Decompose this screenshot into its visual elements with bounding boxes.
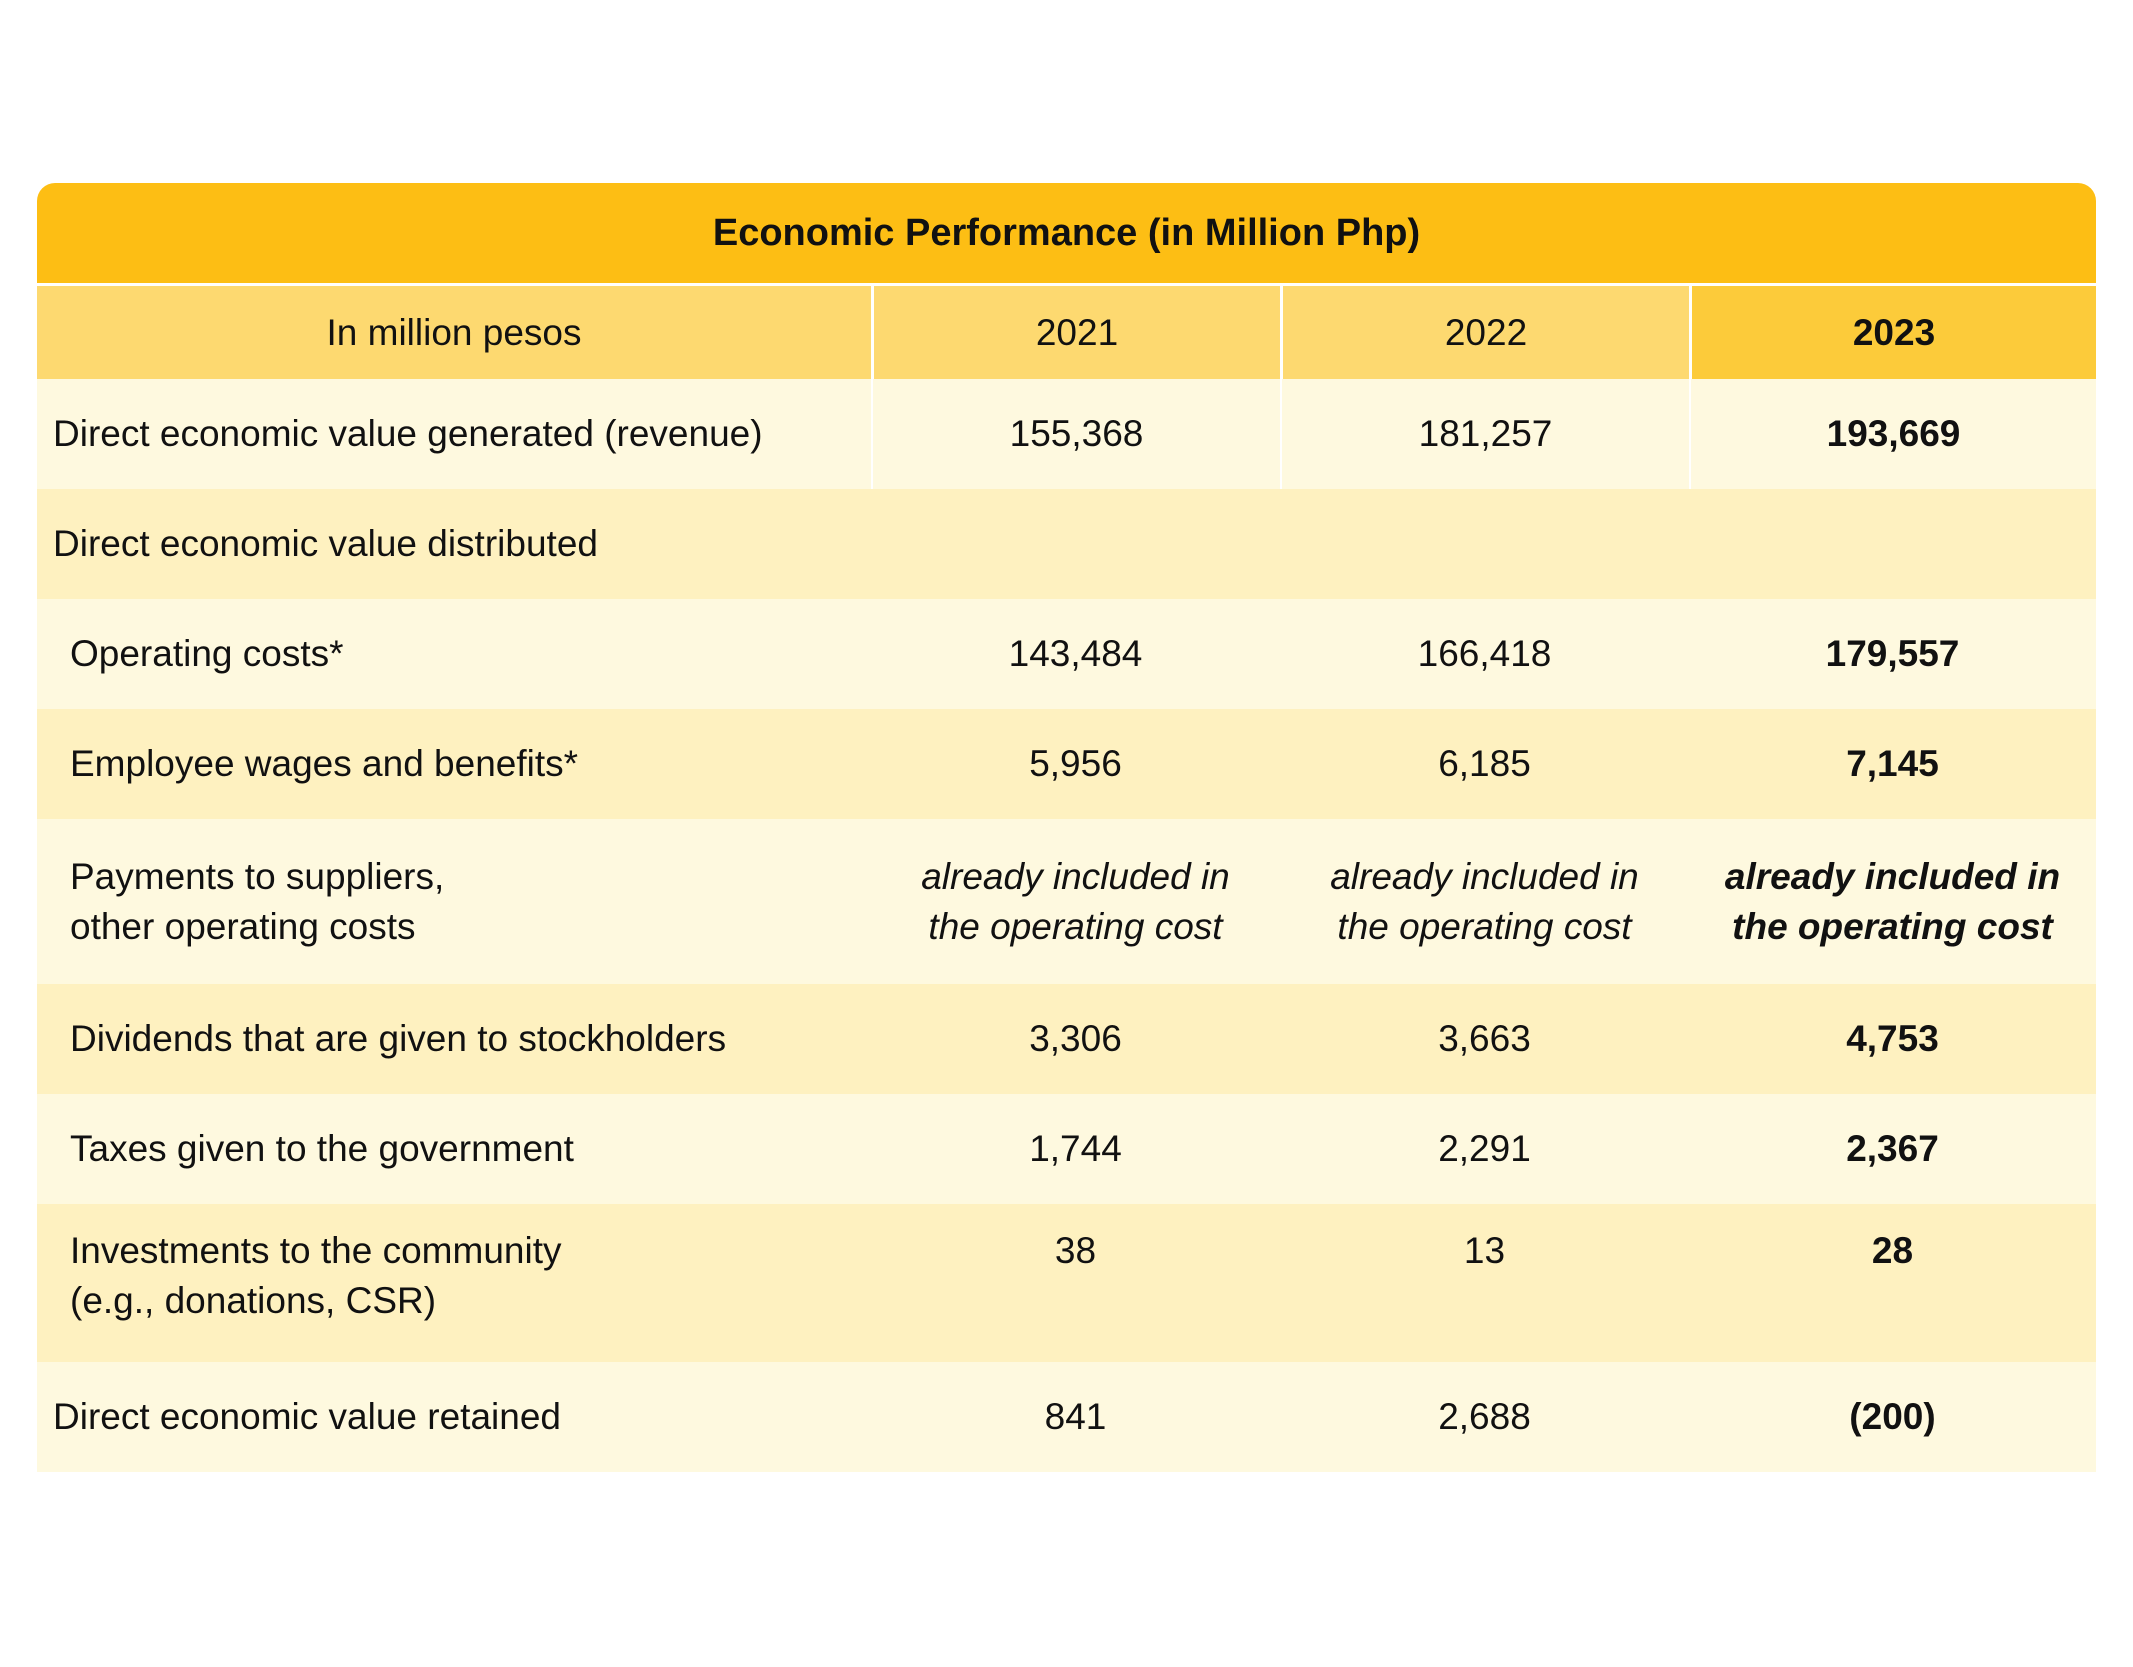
cell-2022: 2,291 [1438,1128,1531,1169]
cell-2023: (200) [1849,1396,1936,1437]
row-label: Operating costs* [70,633,344,674]
table-row-dividends: Dividends that are given to stockholders… [37,984,2096,1094]
column-header-label: In million pesos [326,311,582,353]
row-label: Dividends that are given to stockholders [70,1018,727,1059]
row-label: Investments to the community (e.g., dona… [70,1230,562,1321]
cell-2021: 841 [1044,1396,1107,1437]
cell-2022: 3,663 [1438,1018,1531,1059]
table-row-revenue: Direct economic value generated (revenue… [37,379,2096,489]
table-row-community-investments: Investments to the community (e.g., dona… [37,1204,2096,1362]
cell-2022: 181,257 [1280,379,1689,489]
table-row-distributed-heading: Direct economic value distributed [37,489,2096,599]
row-label: Direct economic value retained [53,1396,561,1437]
table-header-row: In million pesos 2021 2022 2023 [37,283,2096,379]
cell-2023: 193,669 [1689,379,2096,489]
cell-2023: 4,753 [1846,1018,1939,1059]
column-header-2021: 2021 [871,286,1280,379]
cell-2023: 2,367 [1846,1128,1939,1169]
cell-2023: 28 [1871,1230,1914,1271]
cell-2021: 143,484 [1008,633,1143,674]
table-row-taxes: Taxes given to the government 1,744 2,29… [37,1094,2096,1204]
cell-2021: 155,368 [871,379,1280,489]
cell-2021: 3,306 [1029,1018,1122,1059]
cell-2022: 166,418 [1417,633,1552,674]
cell-2021: 38 [1054,1230,1097,1271]
row-label: Direct economic value generated (revenue… [53,413,763,454]
cell-2023: 7,145 [1846,743,1939,784]
economic-performance-table: Economic Performance (in Million Php) In… [37,183,2096,1472]
cell-2023: 179,557 [1825,633,1960,674]
row-label: Direct economic value distributed [53,523,598,564]
table-row-employee-wages: Employee wages and benefits* 5,956 6,185… [37,709,2096,819]
cell-2022: 2,688 [1438,1396,1531,1437]
cell-2021: 5,956 [1029,743,1122,784]
row-label: Employee wages and benefits* [70,743,579,784]
table-title: Economic Performance (in Million Php) [37,183,2096,283]
cell-2023: already included in the operating cost [1724,855,2061,947]
row-label: Payments to suppliers, other operating c… [70,855,445,947]
table-row-operating-costs: Operating costs* 143,484 166,418 179,557 [37,599,2096,709]
table-row-payments-to-suppliers: Payments to suppliers, other operating c… [37,819,2096,984]
cell-2022: already included in the operating cost [1330,855,1639,947]
row-label: Taxes given to the government [70,1128,574,1169]
cell-2022: 6,185 [1438,743,1531,784]
column-header-2022: 2022 [1280,286,1689,379]
column-header-2023: 2023 [1689,286,2096,379]
cell-2021: already included in the operating cost [921,855,1230,947]
cell-2021: 1,744 [1029,1128,1122,1169]
cell-2022: 13 [1463,1230,1506,1271]
table-row-value-retained: Direct economic value retained 841 2,688… [37,1362,2096,1472]
